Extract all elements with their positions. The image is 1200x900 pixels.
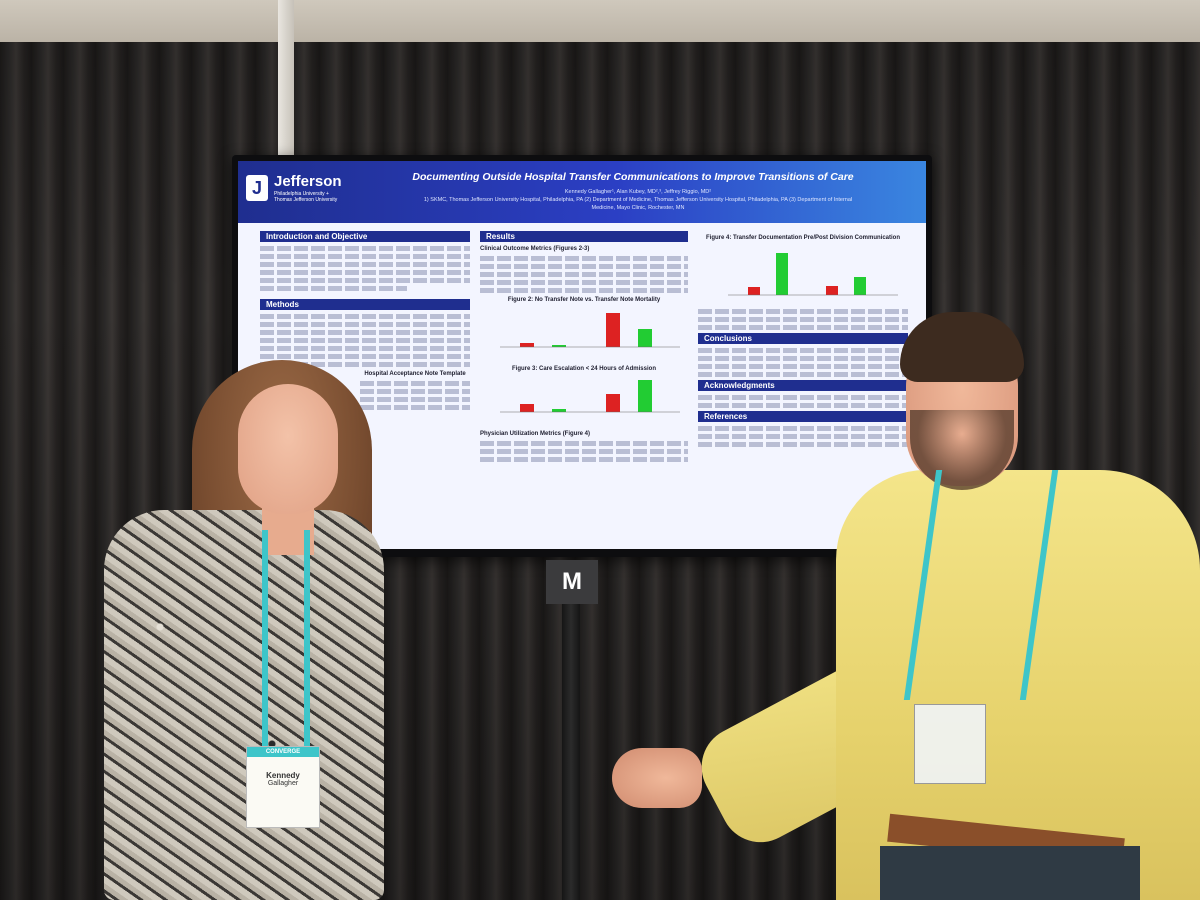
text-line: [698, 348, 908, 353]
bar: [776, 253, 788, 295]
poster-right-column: Figure 4: Transfer Documentation Pre/Pos…: [698, 231, 908, 450]
text-line: [260, 346, 470, 351]
bar: [520, 343, 534, 347]
text-line: [698, 372, 908, 377]
woman-lanyard: [262, 530, 310, 750]
bar: [748, 287, 760, 295]
conclusions-heading: Conclusions: [698, 333, 908, 344]
text-line: [480, 441, 688, 446]
bar: [854, 277, 866, 295]
text-line: [260, 262, 470, 267]
man-badge-holder: [914, 704, 986, 784]
text-line: [698, 442, 908, 447]
bar: [520, 404, 534, 412]
bar: [606, 313, 620, 347]
text-line: [360, 381, 470, 386]
man-pants: [880, 846, 1140, 900]
text-line: [260, 322, 470, 327]
bar: [826, 286, 838, 295]
text-line: [480, 280, 688, 285]
poster-title: Documenting Outside Hospital Transfer Co…: [412, 171, 854, 183]
author-list: Kennedy Gallagher¹, Alan Kubey, MD²,³, J…: [564, 189, 712, 195]
ceiling-wall: [0, 0, 1200, 48]
woman-face: [238, 384, 338, 514]
text-line: [260, 286, 407, 291]
poster-middle-column: Results Clinical Outcome Metrics (Figure…: [480, 231, 688, 465]
figure-3-title: Figure 3: Care Escalation < 24 Hours of …: [512, 366, 656, 372]
bar: [606, 394, 620, 412]
text-line: [698, 317, 908, 322]
text-line: [480, 457, 688, 462]
text-line: [360, 405, 470, 410]
figure-3-chart: [500, 380, 680, 413]
text-line: [698, 403, 908, 408]
bar: [638, 329, 652, 347]
woman-blouse: [104, 510, 384, 900]
bar: [552, 409, 566, 412]
clinical-metrics-heading: Clinical Outcome Metrics (Figures 2-3): [480, 246, 590, 252]
text-line: [698, 426, 908, 431]
text-line: [260, 354, 470, 359]
text-line: [360, 389, 470, 394]
figure-2-chart: [500, 313, 680, 348]
figure-2-title: Figure 2: No Transfer Note vs. Transfer …: [507, 297, 661, 303]
template-heading: Hospital Acceptance Note Template: [364, 371, 466, 377]
bar: [552, 345, 566, 347]
results-heading: Results: [480, 231, 688, 242]
methods-heading: Methods: [260, 299, 470, 310]
jefferson-logo: J Jefferson Philadelphia University + Th…: [246, 171, 342, 211]
man-hand: [612, 748, 702, 808]
text-line: [698, 434, 908, 439]
text-line: [480, 288, 688, 293]
acknowledgments-heading: Acknowledgments: [698, 380, 908, 391]
text-line: [480, 264, 688, 269]
physician-metrics-heading: Physician Utilization Metrics (Figure 4): [480, 431, 591, 437]
poster-header: J Jefferson Philadelphia University + Th…: [238, 161, 926, 223]
poster-left-column: Introduction and Objective Methods Hospi…: [260, 231, 470, 413]
logo-name: Jefferson: [274, 173, 342, 190]
text-line: [260, 362, 470, 367]
name-badge: CONVERGE Kennedy Gallagher: [246, 746, 320, 828]
text-line: [260, 338, 470, 343]
stand-pole: [562, 604, 580, 900]
text-line: [360, 397, 470, 402]
stand-label: M: [546, 560, 598, 604]
text-line: [260, 246, 470, 251]
text-line: [698, 325, 908, 330]
text-line: [260, 278, 470, 283]
references-heading: References: [698, 411, 908, 422]
text-line: [260, 314, 470, 319]
poster-authors: Kennedy Gallagher¹, Alan Kubey, MD²,³, J…: [418, 188, 858, 212]
text-line: [260, 254, 470, 259]
badge-first-name: Kennedy: [266, 771, 300, 780]
white-pillar: [278, 0, 294, 160]
text-line: [260, 330, 470, 335]
text-line: [260, 270, 470, 275]
figure-4-chart: [728, 253, 898, 296]
man-hair: [900, 312, 1024, 382]
affiliations: 1) SKMC, Thomas Jefferson University Hos…: [423, 197, 853, 211]
text-line: [480, 272, 688, 277]
text-line: [698, 364, 908, 369]
intro-heading: Introduction and Objective: [260, 231, 470, 242]
logo-subtitle: Philadelphia University + Thomas Jeffers…: [274, 191, 338, 203]
text-line: [698, 309, 908, 314]
text-line: [698, 395, 908, 400]
badge-header: CONVERGE: [247, 747, 319, 757]
man-beard: [910, 410, 1014, 490]
badge-last-name: Gallagher: [267, 780, 299, 787]
text-line: [480, 449, 688, 454]
text-line: [480, 256, 688, 261]
jefferson-j-icon: J: [246, 175, 268, 201]
text-line: [698, 356, 908, 361]
figure-4-title: Figure 4: Transfer Documentation Pre/Pos…: [705, 235, 901, 241]
bar: [638, 380, 652, 412]
